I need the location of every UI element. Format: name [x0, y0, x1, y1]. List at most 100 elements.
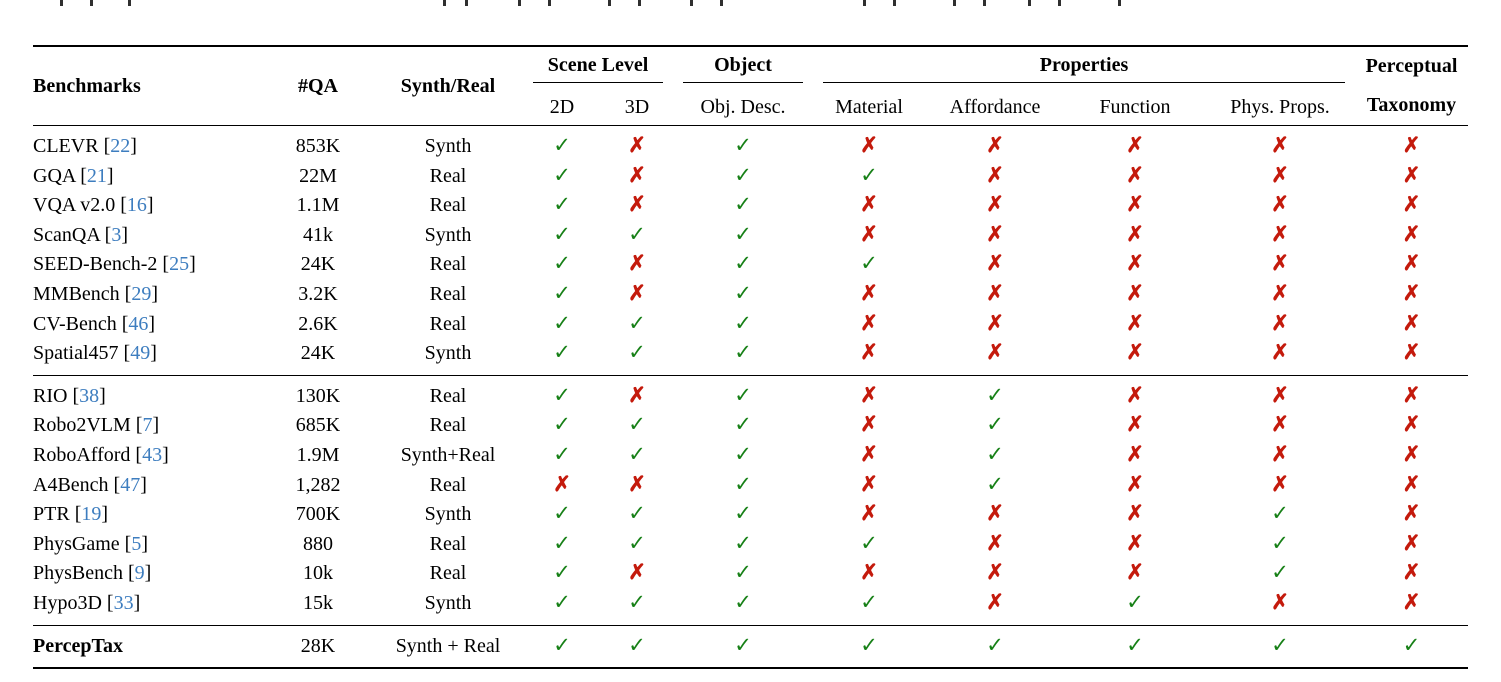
check-icon: ✓: [986, 382, 1004, 407]
synth-real-value: Real: [429, 253, 467, 276]
check-icon: ✓: [553, 280, 571, 305]
qa-count: 41k: [303, 223, 333, 246]
check-icon: ✓: [628, 589, 646, 614]
check-icon: ✓: [734, 471, 752, 496]
benchmark-name: CLEVR [22]: [33, 135, 137, 157]
check-icon: ✓: [628, 501, 646, 526]
cross-icon: ✗: [1271, 310, 1289, 335]
check-icon: ✓: [553, 340, 571, 365]
qa-count: 880: [303, 532, 333, 555]
check-icon: ✓: [986, 471, 1004, 496]
table-header: Benchmarks #QA Synth/Real Scene Level Ob…: [33, 46, 1468, 126]
cross-icon: ✗: [1126, 162, 1144, 187]
cross-icon: ✗: [1271, 441, 1289, 466]
citation-link[interactable]: 43: [142, 443, 163, 466]
qa-count: 15k: [303, 591, 333, 614]
citation-link[interactable]: 21: [86, 164, 107, 187]
citation-link[interactable]: 9: [134, 562, 145, 585]
citation-link[interactable]: 5: [131, 532, 142, 555]
table-row: GQA [21] 22M Real ✓ ✗ ✓ ✓ ✗ ✗ ✗ ✗: [33, 162, 1468, 192]
synth-real-value: Real: [429, 282, 467, 305]
citation-link[interactable]: 29: [131, 282, 152, 305]
check-icon: ✓: [734, 382, 752, 407]
citation-link[interactable]: 3: [111, 223, 122, 246]
cross-icon: ✗: [860, 192, 878, 217]
citation-link[interactable]: 19: [81, 503, 102, 526]
check-icon: ✓: [1271, 560, 1289, 585]
cross-icon: ✗: [1271, 382, 1289, 407]
group-header-scene-level: Scene Level: [523, 46, 673, 89]
citation-link[interactable]: 22: [110, 135, 131, 157]
col-header-benchmarks: Benchmarks: [33, 74, 141, 97]
cross-icon: ✗: [860, 441, 878, 466]
cross-icon: ✗: [1402, 251, 1421, 276]
check-icon: ✓: [553, 133, 571, 157]
check-icon: ✓: [734, 133, 752, 157]
cross-icon: ✗: [986, 530, 1004, 555]
check-icon: ✓: [734, 530, 752, 555]
qa-count: 24K: [300, 253, 336, 276]
check-icon: ✓: [553, 221, 571, 246]
citation-link[interactable]: 16: [126, 194, 147, 217]
qa-count: 1,282: [295, 473, 341, 496]
cross-icon: ✗: [1126, 530, 1144, 555]
cross-icon: ✗: [860, 560, 878, 585]
check-icon: ✓: [553, 192, 571, 217]
cross-icon: ✗: [628, 382, 646, 407]
cross-icon: ✗: [1126, 441, 1144, 466]
benchmark-name: GQA [21]: [33, 164, 114, 187]
cross-icon: ✗: [1126, 251, 1144, 276]
cross-icon: ✗: [1402, 441, 1421, 466]
citation-link[interactable]: 25: [169, 253, 190, 276]
col-header-affordance: Affordance: [949, 95, 1041, 118]
col-header-material: Material: [835, 95, 903, 118]
col-header-2d: 2D: [549, 95, 575, 118]
cross-icon: ✗: [1126, 133, 1144, 157]
cross-icon: ✗: [986, 501, 1004, 526]
check-icon: ✓: [986, 412, 1004, 437]
cross-icon: ✗: [860, 501, 878, 526]
cross-icon: ✗: [986, 221, 1004, 246]
synth-real-value: Synth: [424, 135, 472, 157]
benchmark-name: Robo2VLM [7]: [33, 414, 160, 437]
citation-link[interactable]: 38: [79, 384, 100, 407]
cross-icon: ✗: [1402, 310, 1421, 335]
check-icon: ✓: [734, 340, 752, 365]
check-icon: ✓: [628, 221, 646, 246]
taxonomy-label: Taxonomy: [1366, 94, 1457, 116]
check-icon: ✓: [734, 412, 752, 437]
citation-link[interactable]: 33: [113, 591, 134, 614]
synth-real-value: Real: [429, 473, 467, 496]
synth-real-value: Real: [429, 562, 467, 585]
table-row: A4Bench [47] 1,282 Real ✗ ✗ ✓ ✗ ✓ ✗ ✗ ✗: [33, 471, 1468, 501]
check-icon: ✓: [553, 310, 571, 335]
cross-icon: ✗: [860, 340, 878, 365]
cross-icon: ✗: [1402, 192, 1421, 217]
cross-icon: ✗: [628, 280, 646, 305]
check-icon: ✓: [860, 162, 878, 187]
table-group-robotics-physics: RIO [38] 130K Real ✓ ✗ ✓ ✗ ✓ ✗ ✗ ✗ Robo2VLM [7] 685K…: [33, 375, 1468, 625]
table-row: RIO [38] 130K Real ✓ ✗ ✓ ✗ ✓ ✗ ✗ ✗: [33, 375, 1468, 411]
benchmark-name: RoboAfford [43]: [33, 443, 169, 466]
check-icon: ✓: [1271, 632, 1289, 657]
cross-icon: ✗: [1402, 133, 1421, 157]
cross-icon: ✗: [860, 221, 878, 246]
check-icon: ✓: [734, 501, 752, 526]
cross-icon: ✗: [628, 192, 646, 217]
citation-link[interactable]: 47: [120, 473, 141, 496]
benchmark-name: VQA v2.0 [16]: [33, 194, 154, 217]
cross-icon: ✗: [860, 310, 878, 335]
check-icon: ✓: [628, 412, 646, 437]
cross-icon: ✗: [860, 471, 878, 496]
cross-icon: ✗: [1126, 340, 1144, 365]
check-icon: ✓: [986, 441, 1004, 466]
check-icon: ✓: [553, 589, 571, 614]
citation-link[interactable]: 46: [128, 312, 149, 335]
col-header-perceptual-taxonomy: Perceptual Taxonomy: [1355, 46, 1468, 126]
citation-link[interactable]: 49: [130, 342, 151, 365]
citation-link[interactable]: 7: [142, 414, 153, 437]
qa-count: 2.6K: [298, 312, 338, 335]
table-row: CLEVR [22] 853K Synth ✓ ✗ ✓ ✗ ✗ ✗ ✗ ✗: [33, 126, 1468, 162]
check-icon: ✓: [860, 632, 878, 657]
benchmark-name: A4Bench [47]: [33, 473, 147, 496]
